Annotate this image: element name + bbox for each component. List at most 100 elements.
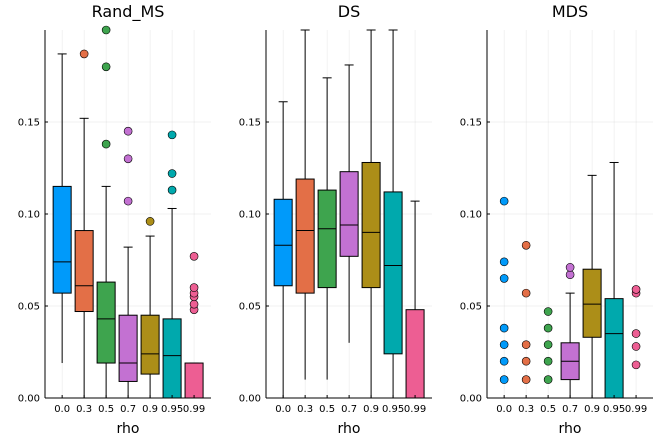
outlier-point (189, 299, 199, 309)
outlier-point (123, 154, 133, 164)
x-axis-label: rho (559, 421, 582, 437)
box-iqr (162, 318, 182, 399)
outlier-point (521, 240, 531, 250)
x-tick-label: 0.99 (183, 404, 205, 415)
box-0.7 (560, 263, 580, 398)
chart-panel-3: 0.00 0.05 0.10 0.15 0.0 0.3 0.5 0.7 0.9 0.95 0.99 M… (460, 2, 653, 437)
outlier-point (499, 375, 509, 384)
x-tick-label: 0.5 (540, 404, 556, 415)
box-iqr (273, 198, 293, 287)
box-iqr (184, 362, 204, 399)
outlier-point (543, 375, 553, 384)
box-iqr (383, 191, 403, 355)
x-tick-label: 0.9 (363, 404, 379, 415)
outlier-point (543, 307, 553, 316)
x-tick-label: 0.0 (275, 404, 291, 415)
chart-panel-1: 0.00 0.05 0.10 0.15 0.0 0.3 0.5 0.7 0.9 0.95 0.99 R… (18, 2, 211, 437)
x-tick-label: 0.99 (404, 404, 426, 415)
x-tick-label: 0.9 (584, 404, 600, 415)
box-0.95 (162, 130, 182, 399)
box-iqr (140, 314, 160, 375)
outlier-point (631, 285, 641, 294)
box-iqr (604, 298, 624, 399)
outlier-point (565, 270, 575, 280)
box-0.9 (361, 29, 381, 398)
outlier-point (499, 356, 509, 366)
x-tick-label: 0.5 (319, 404, 335, 415)
box-0.5 (543, 307, 553, 399)
box-0.3 (521, 240, 531, 399)
box-0.99 (184, 252, 204, 399)
chart-title: DS (338, 2, 360, 21)
box-iqr (405, 309, 425, 399)
outlier-point (543, 356, 553, 366)
x-tick-label: 0.99 (625, 404, 647, 415)
outlier-point (499, 196, 509, 206)
outlier-point (189, 283, 199, 292)
x-tick-label: 0.3 (76, 404, 92, 415)
outlier-point (631, 329, 641, 338)
outlier-point (79, 49, 89, 59)
box-iqr (361, 161, 381, 289)
y-tick-label: 0.05 (460, 302, 482, 313)
y-tick-label: 0.10 (18, 210, 40, 221)
box-0.3 (295, 29, 315, 380)
y-tick-label: 0.00 (460, 394, 482, 405)
outlier-point (499, 340, 509, 349)
box-iqr (582, 268, 602, 338)
x-tick-label: 0.9 (142, 404, 158, 415)
x-tick-label: 0.3 (297, 404, 313, 415)
box-0.5 (317, 77, 337, 380)
x-tick-label: 0.0 (496, 404, 512, 415)
box-iqr (118, 314, 138, 382)
outlier-point (145, 217, 155, 226)
box-iqr (317, 189, 337, 289)
outlier-point (123, 126, 133, 136)
chart-title: Rand_MS (92, 2, 165, 22)
outlier-point (521, 375, 531, 384)
outlier-point (543, 323, 553, 333)
outlier-point (631, 360, 641, 370)
y-tick-label: 0.15 (239, 118, 261, 129)
y-tick-label: 0.00 (239, 394, 261, 405)
outlier-point (167, 185, 177, 195)
y-tick-label: 0.10 (460, 210, 482, 221)
box-0.3 (74, 49, 94, 398)
outlier-point (499, 274, 509, 283)
box-0.0 (499, 196, 509, 399)
outlier-point (101, 25, 111, 35)
box-iqr (52, 185, 72, 294)
x-tick-label: 0.3 (518, 404, 534, 415)
box-0.0 (273, 101, 293, 398)
y-tick-label: 0.15 (460, 118, 482, 129)
outlier-point (101, 62, 111, 72)
outlier-point (521, 288, 531, 298)
outlier-point (189, 252, 199, 261)
x-tick-label: 0.95 (603, 404, 625, 415)
y-tick-label: 0.05 (239, 302, 261, 313)
y-tick-label: 0.00 (18, 394, 40, 405)
x-tick-label: 0.0 (54, 404, 70, 415)
box-0.99 (405, 200, 425, 399)
x-tick-label: 0.95 (382, 404, 404, 415)
x-tick-label: 0.7 (341, 404, 357, 415)
outlier-point (565, 263, 575, 272)
x-tick-label: 0.5 (98, 404, 114, 415)
outlier-point (543, 340, 553, 349)
box-0.95 (604, 161, 624, 399)
outlier-point (521, 340, 531, 349)
box-iqr (74, 230, 94, 313)
x-tick-label: 0.95 (161, 404, 183, 415)
outlier-point (499, 257, 509, 267)
y-tick-label: 0.15 (18, 118, 40, 129)
outlier-point (101, 139, 111, 149)
outlier-point (499, 323, 509, 333)
box-0.0 (52, 53, 72, 364)
chart-title: MDS (552, 2, 588, 21)
x-axis-label: rho (117, 421, 140, 437)
box-0.7 (339, 64, 359, 343)
x-tick-label: 0.7 (562, 404, 578, 415)
box-iqr (96, 281, 116, 364)
box-0.99 (631, 285, 641, 399)
